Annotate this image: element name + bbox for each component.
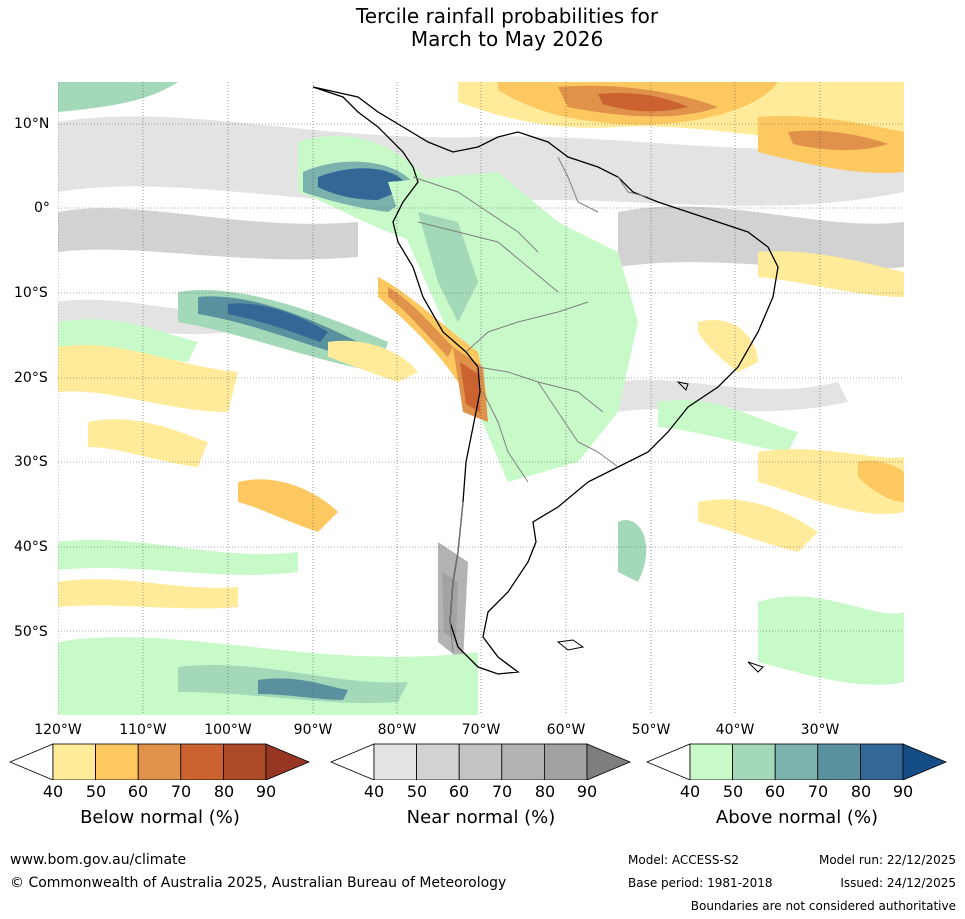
lon-label: 30°W bbox=[800, 722, 840, 738]
lat-label: 40°S bbox=[14, 539, 48, 555]
legend-tick: 60 bbox=[764, 782, 786, 801]
lon-label: 50°W bbox=[631, 722, 671, 738]
colorbar-segment bbox=[373, 743, 417, 780]
colorbar-left-extension bbox=[645, 743, 691, 780]
legend-title-below: Below normal (%) bbox=[80, 807, 240, 828]
lon-label: 100°W bbox=[204, 722, 252, 738]
copyright-text: © Commonwealth of Australia 2025, Austra… bbox=[10, 875, 507, 891]
legend-tick: 70 bbox=[807, 782, 829, 801]
lat-label: 10°S bbox=[14, 285, 48, 301]
colorbar-segment bbox=[732, 743, 776, 780]
model-text: Model: ACCESS-S2 bbox=[628, 853, 740, 867]
legend-tick: 40 bbox=[42, 782, 64, 801]
title-line-2: March to May 2026 bbox=[410, 27, 604, 51]
legend-title-above: Above normal (%) bbox=[715, 807, 879, 828]
legend-tick: 80 bbox=[534, 782, 556, 801]
colorbar-segment bbox=[543, 743, 588, 780]
lat-label: 20°S bbox=[14, 370, 48, 386]
lon-label: 80°W bbox=[377, 722, 417, 738]
colorbar-right-extension bbox=[586, 743, 632, 780]
title-line-1: Tercile rainfall probabilities for bbox=[355, 4, 659, 28]
legend-tick: 70 bbox=[491, 782, 513, 801]
lon-label: 120°W bbox=[34, 722, 82, 738]
rainfall-map bbox=[58, 82, 904, 715]
probability-shading bbox=[58, 82, 904, 715]
lon-label: 40°W bbox=[715, 722, 755, 738]
disclaimer-text: Boundaries are not considered authoritat… bbox=[690, 899, 956, 913]
lon-label: 90°W bbox=[293, 722, 333, 738]
legend-tick: 40 bbox=[363, 782, 385, 801]
model-run-text: Model run: 22/12/2025 bbox=[818, 853, 956, 867]
legend-tick: 50 bbox=[722, 782, 744, 801]
issued-text: Issued: 24/12/2025 bbox=[840, 876, 956, 890]
colorbar-near-normal bbox=[329, 743, 632, 780]
legend-title-near: Near normal (%) bbox=[406, 807, 556, 828]
coastline bbox=[312, 86, 779, 675]
colorbar-segment bbox=[95, 743, 139, 780]
lon-label: 60°W bbox=[546, 722, 586, 738]
colorbar-segment bbox=[180, 743, 224, 780]
lat-label: 10°N bbox=[14, 116, 50, 132]
colorbar-segment bbox=[222, 743, 267, 780]
colorbar-segment bbox=[774, 743, 819, 780]
lon-label: 110°W bbox=[119, 722, 167, 738]
colorbar-segment bbox=[416, 743, 460, 780]
legend-tick: 80 bbox=[850, 782, 872, 801]
colorbar-segment bbox=[52, 743, 96, 780]
legend-tick: 50 bbox=[406, 782, 428, 801]
legend-tick: 60 bbox=[127, 782, 149, 801]
colorbar-left-extension bbox=[329, 743, 375, 780]
lon-label: 70°W bbox=[461, 722, 501, 738]
legend-tick: 70 bbox=[170, 782, 192, 801]
colorbar-right-extension bbox=[265, 743, 311, 780]
legend-tick: 50 bbox=[85, 782, 107, 801]
islands bbox=[556, 381, 764, 673]
colorbar-above-normal bbox=[645, 743, 948, 780]
colorbar-segment bbox=[458, 743, 503, 780]
legend-tick: 90 bbox=[576, 782, 598, 801]
colorbar-segment bbox=[817, 743, 861, 780]
colorbar-segment bbox=[137, 743, 182, 780]
legend-tick: 90 bbox=[255, 782, 277, 801]
base-period-text: Base period: 1981-2018 bbox=[628, 876, 773, 890]
legend-tick: 40 bbox=[679, 782, 701, 801]
legend-tick: 60 bbox=[448, 782, 470, 801]
graticule bbox=[58, 82, 904, 715]
colorbar-below-normal bbox=[8, 743, 311, 780]
colorbar-left-extension bbox=[8, 743, 54, 780]
lat-label: 30°S bbox=[14, 454, 48, 470]
colorbar-segment bbox=[689, 743, 733, 780]
map-title: Tercile rainfall probabilities for March… bbox=[0, 5, 965, 51]
colorbar-segment bbox=[859, 743, 904, 780]
country-borders bbox=[412, 156, 649, 653]
colorbar-segment bbox=[501, 743, 545, 780]
lat-label: 0° bbox=[34, 200, 50, 216]
legend-tick: 80 bbox=[213, 782, 235, 801]
website-link[interactable]: www.bom.gov.au/climate bbox=[10, 852, 187, 868]
colorbar-right-extension bbox=[902, 743, 948, 780]
lat-label: 50°S bbox=[14, 624, 48, 640]
legend-tick: 90 bbox=[892, 782, 914, 801]
